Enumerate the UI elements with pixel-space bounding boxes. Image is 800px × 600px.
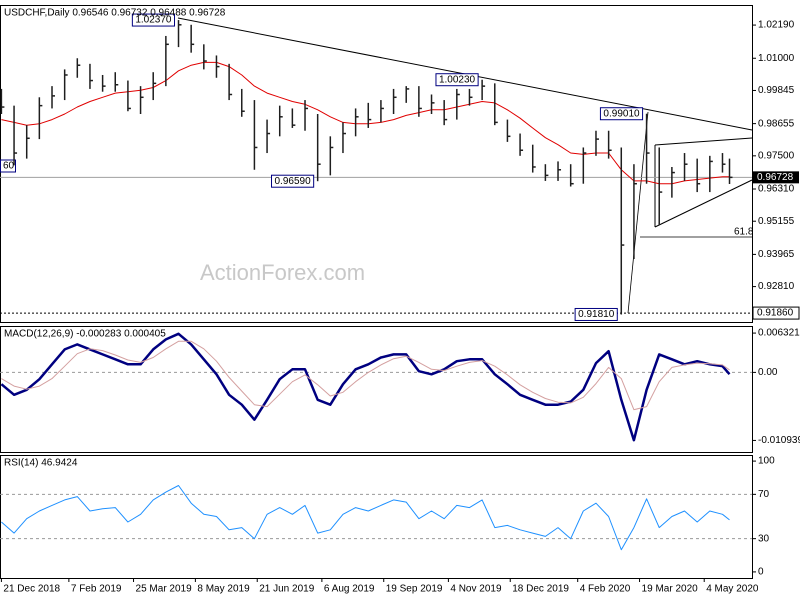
edge-label-box <box>0 159 16 173</box>
x-tick-label: 19 Mar 2020 <box>642 584 699 595</box>
x-tick-label: 25 Mar 2019 <box>136 584 193 595</box>
x-tick-label: 7 Feb 2019 <box>71 584 122 595</box>
annotation-label: 1.00230 <box>439 74 476 85</box>
macd-panel-frame <box>0 326 753 453</box>
x-tick-label: 6 Aug 2019 <box>324 584 375 595</box>
panel-title: USDCHF,Daily 0.96546 0.96732 0.96488 0.9… <box>4 8 226 19</box>
y-tick-label: 0.99845 <box>758 85 795 96</box>
y-tick-label: 0.92810 <box>758 281 795 292</box>
y-tick-label: 0 <box>758 567 764 578</box>
annotation-box <box>131 13 176 27</box>
y-tick-label: -0.010939 <box>758 435 800 446</box>
annotation-label: 1.02370 <box>135 15 172 26</box>
last-price-label: 0.96728 <box>757 172 794 183</box>
fib-label: 61.8 <box>734 227 754 238</box>
y-tick-label: 0.95155 <box>758 216 795 227</box>
y-tick-label: 0.006321 <box>758 328 800 339</box>
edge-label: 60 <box>3 161 15 172</box>
panel-title: MACD(12,26,9) -0.000283 0.000405 <box>4 329 166 340</box>
swing-line <box>627 111 649 314</box>
y-tick-label: 0.96310 <box>758 184 795 195</box>
support-level-box <box>752 306 800 320</box>
annotation-box <box>271 174 315 188</box>
indicator-line <box>0 332 731 442</box>
x-tick-label: 19 Sep 2019 <box>386 584 443 595</box>
annotation-label: 0.96590 <box>275 176 312 187</box>
x-tick-label: 18 Dec 2019 <box>512 584 569 595</box>
annotation-box <box>574 307 618 321</box>
y-tick-label: 0.93965 <box>758 249 795 260</box>
x-tick-label: 4 Nov 2019 <box>450 584 502 595</box>
x-tick-label: 21 Jun 2019 <box>259 584 314 595</box>
watermark: ActionForex.com <box>200 260 365 285</box>
annotation-box <box>599 107 644 121</box>
triangle-upper <box>654 137 753 146</box>
last-price-box <box>753 171 799 184</box>
y-tick-label: 1.02190 <box>758 20 795 31</box>
panel-title: RSI(14) 46.9424 <box>4 458 78 469</box>
triangle-lower <box>654 179 753 228</box>
y-tick-label: 0.00 <box>758 367 778 378</box>
x-tick-label: 4 May 2020 <box>706 584 759 595</box>
y-tick-label: 30 <box>758 533 770 544</box>
x-tick-label: 4 Feb 2020 <box>580 584 631 595</box>
indicator-line <box>1 485 730 551</box>
y-tick-label: 100 <box>758 456 775 467</box>
y-tick-label: 1.01000 <box>758 53 795 64</box>
annotation-label: 0.91810 <box>578 309 615 320</box>
y-tick-label: 0.97500 <box>758 150 795 161</box>
annotation-label: 0.99010 <box>603 108 640 119</box>
x-tick-label: 8 May 2019 <box>197 584 250 595</box>
annotation-box <box>435 73 479 87</box>
y-tick-label: 70 <box>758 489 770 500</box>
x-tick-label: 21 Dec 2018 <box>3 584 60 595</box>
rsi-panel-frame <box>0 455 753 579</box>
support-level-label: 0.91860 <box>757 308 794 319</box>
y-tick-label: 0.98655 <box>758 118 795 129</box>
indicator-line <box>1 340 730 411</box>
